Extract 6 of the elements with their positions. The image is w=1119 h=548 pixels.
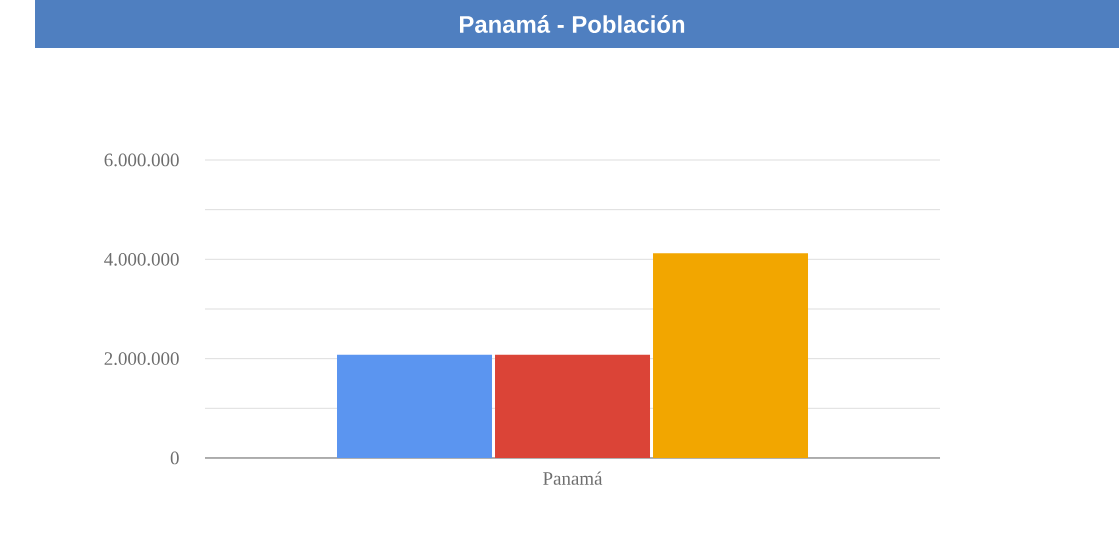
y-tick-label: 6.000.000 <box>104 153 179 167</box>
y-tick-label: 2.000.000 <box>104 352 179 366</box>
x-tick-label: Panamá <box>543 471 603 485</box>
chart-title: Panamá - Población <box>460 15 685 33</box>
y-tick-label: 4.000.000 <box>104 252 179 266</box>
y-tick-label: 0 <box>170 451 179 465</box>
